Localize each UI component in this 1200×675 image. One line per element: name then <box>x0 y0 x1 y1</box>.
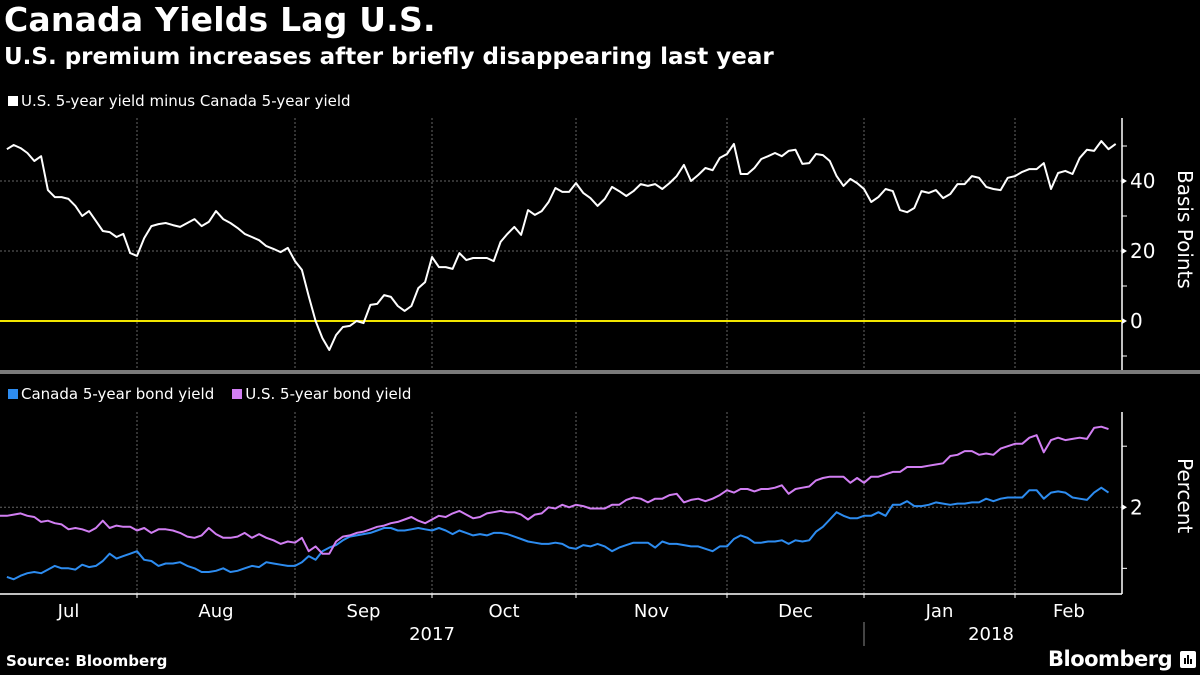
x-year-label: 2018 <box>968 624 1014 645</box>
bottom-y-tick-label: 2 <box>1130 495 1143 519</box>
x-month-label: Dec <box>778 601 813 622</box>
bottom-tick-marker <box>1122 504 1127 511</box>
legend-label-spread: U.S. 5-year yield minus Canada 5-year yi… <box>21 92 351 110</box>
bloomberg-logo-icon <box>1180 650 1197 668</box>
chart-title: Canada Yields Lag U.S. <box>4 0 436 39</box>
top-gridlines <box>0 118 1122 370</box>
x-month-label: Sep <box>347 601 381 622</box>
top-tick-marker <box>1122 248 1127 254</box>
legend-item-spread: U.S. 5-year yield minus Canada 5-year yi… <box>8 92 351 110</box>
top-y-tick-label: 40 <box>1130 169 1155 193</box>
x-month-label: Nov <box>634 601 669 622</box>
top-y-tick-label: 0 <box>1130 309 1143 333</box>
x-month-label: Jan <box>925 601 954 622</box>
panel-separator <box>0 370 1200 374</box>
bottom-y-axis-label: Percent <box>1173 458 1197 534</box>
x-month-label: Feb <box>1053 601 1085 622</box>
top-y-axis-label: Basis Points <box>1173 170 1197 289</box>
series-line-us <box>0 425 1109 555</box>
top-y-tick-label: 20 <box>1130 239 1155 263</box>
legend-item-canada: Canada 5-year bond yield <box>8 385 214 403</box>
legend-swatch-spread <box>8 96 18 106</box>
legend-item-us: U.S. 5-year bond yield <box>232 385 411 403</box>
x-month-label: Aug <box>198 601 233 622</box>
x-month-label: Oct <box>488 601 519 622</box>
brand-text: Bloomberg <box>1048 647 1173 671</box>
series-line-spread <box>6 140 1117 351</box>
bloomberg-brand: Bloomberg <box>1048 647 1197 671</box>
x-axis-labels: Jul Aug Sep Oct Nov Dec Jan Feb 2017 2018 <box>57 594 1085 646</box>
x-year-label: 2017 <box>409 624 455 645</box>
legend-label-canada: Canada 5-year bond yield <box>21 385 215 403</box>
top-tick-marker <box>1122 318 1127 324</box>
legend-label-us: U.S. 5-year bond yield <box>245 385 412 403</box>
top-tick-marker <box>1122 178 1127 184</box>
series-layer <box>0 140 1122 581</box>
chart-subtitle: U.S. premium increases after briefly dis… <box>4 44 774 70</box>
axes: 0 20 40 2 <box>0 118 1155 595</box>
top-legend: U.S. 5-year yield minus Canada 5-year yi… <box>8 92 369 110</box>
legend-swatch-us <box>232 389 243 399</box>
bottom-gridlines <box>0 412 1122 594</box>
bottom-legend: Canada 5-year bond yield U.S. 5-year bon… <box>8 385 429 403</box>
x-month-label: Jul <box>57 601 80 622</box>
source-note: Source: Bloomberg <box>6 652 168 670</box>
series-line-canada <box>6 486 1110 581</box>
legend-swatch-canada <box>8 389 18 399</box>
